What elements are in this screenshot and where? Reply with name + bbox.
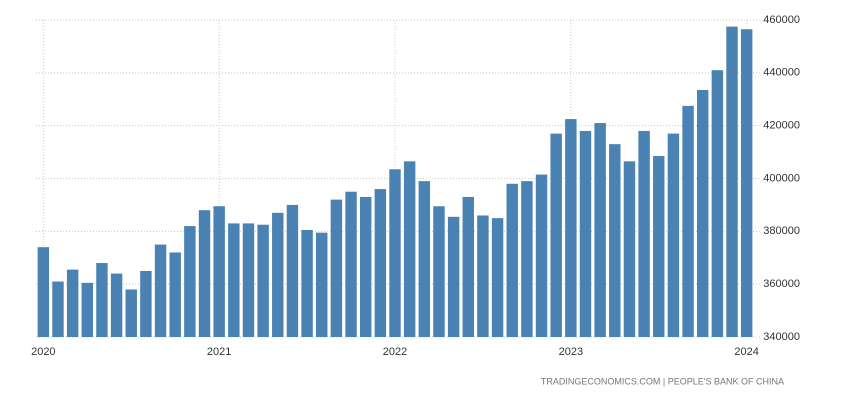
bar: [711, 70, 724, 338]
bar: [286, 204, 299, 337]
bar: [184, 226, 196, 337]
bar: [550, 133, 562, 337]
bar: [169, 252, 181, 337]
bar: [345, 191, 357, 337]
bar: [609, 144, 621, 337]
bar: [140, 270, 152, 337]
bar: [81, 282, 94, 337]
bar: [726, 26, 738, 338]
bar: [535, 174, 548, 337]
bar: [594, 123, 606, 338]
bar: [301, 230, 313, 337]
bar: [213, 206, 225, 337]
y-tick-label: 420000: [763, 120, 800, 132]
bar: [330, 199, 343, 337]
bar: [418, 181, 431, 337]
x-tick-label: 2020: [31, 346, 55, 358]
y-tick-label: 380000: [763, 225, 800, 237]
bar: [316, 232, 328, 337]
bar: [198, 210, 211, 337]
y-tick-label: 340000: [763, 331, 800, 343]
bar: [403, 161, 416, 337]
bar: [374, 189, 387, 337]
bar: [359, 196, 372, 337]
bar: [389, 169, 401, 337]
bar: [96, 263, 108, 337]
bar: [491, 218, 504, 337]
bar: [667, 133, 680, 337]
bar: [272, 212, 284, 337]
y-tick-label: 440000: [763, 67, 800, 79]
x-tick-label: 2023: [559, 346, 583, 358]
y-tick-label: 400000: [763, 172, 800, 184]
bar: [740, 29, 753, 338]
y-tick-label: 460000: [763, 14, 800, 26]
bar: [37, 247, 50, 337]
bar: [52, 281, 64, 337]
bar: [579, 130, 592, 337]
bar: [638, 130, 650, 337]
bar: [565, 119, 577, 337]
bar: [125, 289, 137, 337]
x-tick-label: 2024: [734, 346, 758, 358]
bar: [154, 244, 167, 337]
bar: [242, 223, 255, 337]
bar: [462, 196, 474, 337]
y-tick-label: 360000: [763, 278, 800, 290]
bar: [477, 215, 489, 337]
source: TRADINGECONOMICS.COM | PEOPLE'S BANK OF …: [541, 376, 784, 386]
x-tick-label: 2022: [383, 346, 407, 358]
bar: [682, 105, 694, 338]
bar: [521, 181, 533, 337]
bar: [433, 206, 445, 337]
bar: [257, 224, 269, 337]
bar: [66, 269, 79, 337]
bar: [506, 183, 518, 337]
bar: [696, 90, 709, 337]
bar: [228, 223, 240, 337]
bar: [623, 161, 636, 337]
bar: [110, 273, 123, 337]
x-tick-label: 2021: [207, 346, 231, 358]
bar: [653, 156, 665, 337]
bar: [447, 216, 460, 337]
